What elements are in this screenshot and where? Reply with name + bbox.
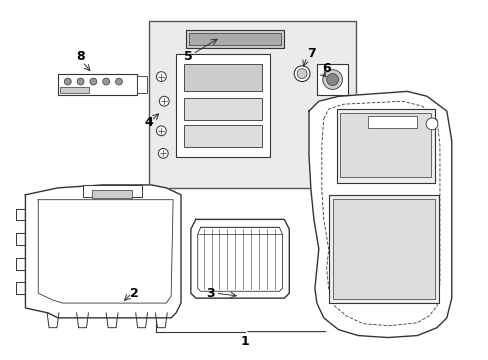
- Circle shape: [156, 126, 166, 136]
- Bar: [328, 195, 438, 303]
- Text: 5: 5: [184, 50, 193, 63]
- Circle shape: [102, 78, 109, 85]
- Bar: [58, 74, 137, 95]
- Bar: [176, 54, 269, 157]
- Bar: [92, 190, 131, 198]
- Bar: [137, 76, 146, 93]
- Bar: [183, 64, 261, 91]
- Bar: [367, 116, 416, 128]
- Polygon shape: [155, 313, 167, 328]
- Bar: [60, 87, 89, 93]
- Circle shape: [326, 74, 338, 85]
- Polygon shape: [77, 313, 88, 328]
- Polygon shape: [106, 313, 118, 328]
- Bar: [340, 113, 430, 177]
- Polygon shape: [25, 185, 181, 318]
- Text: 3: 3: [206, 287, 214, 300]
- Bar: [316, 64, 347, 95]
- Circle shape: [158, 148, 168, 158]
- Circle shape: [90, 78, 97, 85]
- Circle shape: [294, 66, 309, 82]
- Circle shape: [159, 96, 169, 106]
- Bar: [185, 30, 284, 48]
- Circle shape: [115, 78, 122, 85]
- Bar: [332, 199, 434, 299]
- Polygon shape: [47, 313, 59, 328]
- Circle shape: [156, 72, 166, 82]
- Bar: [183, 98, 261, 120]
- Bar: [82, 185, 142, 197]
- Bar: [183, 125, 261, 147]
- Text: 2: 2: [130, 287, 139, 300]
- Circle shape: [297, 69, 306, 78]
- Polygon shape: [308, 91, 451, 338]
- Polygon shape: [190, 219, 289, 298]
- Polygon shape: [136, 313, 147, 328]
- Circle shape: [425, 118, 437, 130]
- Circle shape: [322, 70, 342, 89]
- Circle shape: [64, 78, 71, 85]
- Text: 1: 1: [240, 335, 249, 348]
- Bar: [336, 109, 434, 183]
- Bar: [188, 33, 281, 45]
- Text: 7: 7: [307, 48, 316, 60]
- Bar: [149, 21, 356, 188]
- Circle shape: [77, 78, 84, 85]
- Text: 8: 8: [76, 50, 85, 63]
- Text: 4: 4: [144, 116, 153, 129]
- Text: 6: 6: [322, 62, 330, 75]
